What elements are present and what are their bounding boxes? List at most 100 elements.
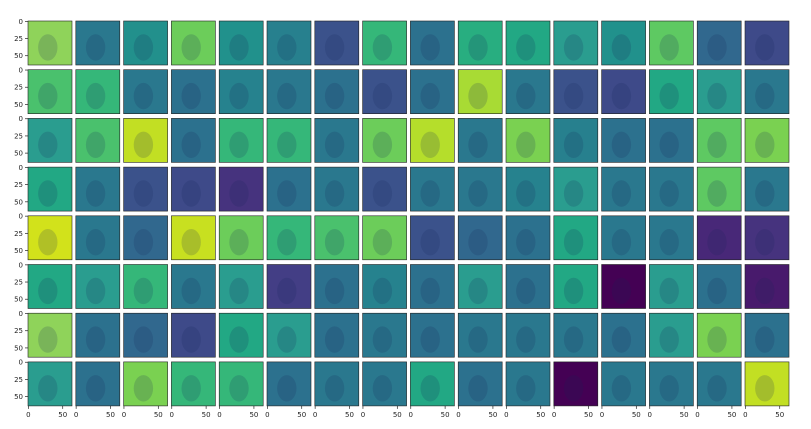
panel-frame (123, 20, 168, 66)
panel-frame (696, 215, 742, 261)
panel-frame (362, 312, 407, 358)
panel-frame (218, 215, 264, 261)
panel-frame (123, 69, 168, 114)
feature-map (362, 69, 407, 114)
feature-shape (324, 34, 345, 61)
feature-shape (659, 131, 679, 158)
panel-frame (171, 361, 216, 407)
feature-map (697, 118, 742, 163)
panel-frame (553, 118, 599, 163)
feature-shape (516, 180, 536, 207)
panel-frame (75, 20, 121, 66)
feature-shape (420, 34, 440, 61)
panel-frame (601, 215, 646, 261)
feature-map (267, 21, 311, 65)
feature-map (506, 118, 550, 163)
feature-map (506, 361, 550, 406)
feature-shape (229, 131, 249, 158)
panel-frame (649, 215, 694, 261)
feature-shape (38, 326, 58, 353)
feature-shape (420, 326, 440, 353)
panel-frame (696, 20, 742, 66)
panel-frame (505, 215, 551, 261)
y-tick-label: 0 (19, 213, 23, 221)
feature-map (28, 361, 72, 406)
panel-frame (314, 264, 360, 309)
panel-frame (362, 215, 407, 261)
panel-frame (601, 20, 646, 66)
feature-map (267, 118, 311, 163)
feature-shape (277, 375, 297, 402)
panel-frame (649, 20, 694, 66)
feature-shape (277, 180, 297, 207)
feature-shape (755, 34, 775, 61)
panel-frame (362, 361, 407, 407)
feature-shape (755, 131, 775, 158)
y-tick-label: 25 (14, 376, 23, 384)
panel-frame (410, 264, 455, 309)
feature-shape (611, 375, 632, 402)
y-tick-label: 25 (14, 132, 23, 140)
panel-frame (696, 118, 742, 163)
panel-frame (218, 20, 264, 66)
panel-frame (457, 264, 503, 309)
feature-map (458, 118, 503, 163)
feature-shape (324, 131, 345, 158)
feature-map (314, 313, 359, 358)
feature-shape (468, 180, 488, 207)
panel-frame (218, 264, 264, 309)
feature-shape (38, 131, 58, 158)
y-tick-label: 25 (14, 181, 23, 189)
feature-shape (563, 277, 584, 305)
feature-shape (277, 34, 297, 61)
feature-map (458, 313, 503, 358)
y-tick-label: 25 (14, 327, 23, 335)
feature-shape (85, 131, 106, 158)
panel-frame (75, 215, 121, 261)
feature-shape (372, 229, 393, 256)
feature-map (458, 69, 503, 114)
feature-shape (468, 131, 488, 158)
panel-frame (601, 264, 646, 309)
feature-map (601, 215, 646, 260)
panel-frame (649, 361, 694, 407)
panel-frame (314, 20, 360, 66)
feature-shape (611, 82, 632, 110)
feature-map (601, 313, 646, 358)
feature-map (314, 69, 359, 114)
feature-map (28, 313, 72, 358)
feature-map (314, 21, 359, 65)
feature-map (219, 361, 264, 406)
feature-shape (372, 277, 393, 305)
panel-frame (27, 69, 73, 114)
feature-map (28, 167, 72, 212)
x-tick-label: 0 (26, 411, 30, 419)
panel-frame (649, 166, 694, 212)
feature-shape (133, 131, 154, 158)
x-tick-label: 50 (345, 411, 354, 419)
panel-frame (457, 361, 503, 407)
feature-map (745, 21, 789, 65)
panel-frame (601, 312, 646, 358)
feature-shape (707, 326, 727, 353)
feature-shape (659, 326, 679, 353)
panel-frame (744, 264, 790, 309)
feature-shape (133, 180, 154, 207)
feature-map (362, 361, 407, 406)
x-tick-label: 50 (775, 411, 784, 419)
feature-map (458, 167, 503, 212)
feature-map (649, 313, 694, 358)
feature-map (28, 21, 72, 65)
feature-shape (85, 34, 106, 61)
x-tick-label: 0 (648, 411, 652, 419)
feature-shape (420, 277, 440, 305)
feature-map (745, 264, 789, 309)
feature-map (219, 167, 264, 212)
y-tick-label: 50 (14, 393, 23, 401)
feature-shape (133, 277, 154, 305)
x-tick-label: 50 (727, 411, 736, 419)
panel-frame (696, 166, 742, 212)
panel-frame (218, 312, 264, 358)
feature-shape (277, 326, 297, 353)
panel-frame (744, 118, 790, 163)
